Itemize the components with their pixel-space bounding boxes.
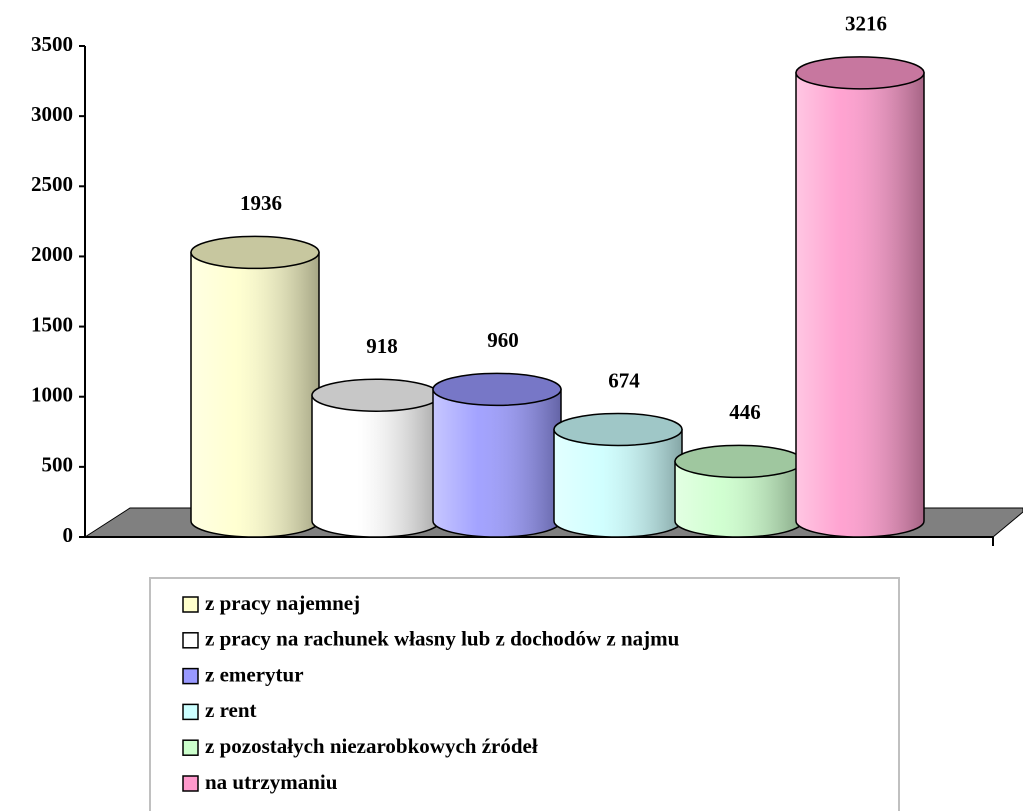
y-tick-label: 3500 [31,32,73,56]
data-label: 446 [729,400,761,424]
cylinder-top [312,379,440,412]
cylinder-top-shade [311,378,441,412]
cylinder [674,444,804,538]
legend-label: z pracy na rachunek własny lub z dochodó… [205,627,680,651]
legend-marker [182,596,199,613]
cylinder-top-shade [553,412,683,447]
cylinder-top [433,373,561,406]
legend-label: z emerytur [205,662,304,686]
legend-label: z rent [205,698,257,722]
legend-label: z pozostałych niezarobkowych źródeł [205,734,538,758]
y-tick-label: 2000 [31,242,73,266]
data-label: 3216 [845,12,887,36]
cylinder-top [191,236,319,269]
y-tick-label: 500 [42,453,74,477]
y-tick-label: 2500 [31,172,73,196]
data-label: 918 [366,334,398,358]
data-label: 674 [608,368,640,392]
y-tick-label: 1000 [31,383,73,407]
legend-marker [182,775,199,792]
y-tick-label: 0 [63,523,74,547]
cylinder [190,235,320,538]
y-tick-label: 1500 [31,312,73,336]
legend-marker [182,739,199,756]
legend-marker [182,667,199,685]
cylinder-top-shade [432,372,562,407]
cylinder [432,372,562,538]
cylinder-shade [311,394,441,538]
cylinder-top-shade [190,235,320,270]
cylinder-shade [432,388,562,538]
data-label: 960 [487,328,519,352]
legend-marker [182,632,199,649]
cylinder-top-shade [795,56,925,90]
cylinder-top-shade [674,444,804,479]
data-label: 1936 [240,191,282,215]
cylinder-shade [190,251,320,538]
legend-label: z pracy najemnej [205,591,360,615]
cylinder-shade [795,72,925,538]
cylinder [311,378,441,538]
cylinder-top [675,445,803,478]
y-tick-label: 3000 [31,102,73,126]
legend [149,577,900,811]
legend-marker [182,703,199,721]
cylinder [553,412,683,538]
cylinder-top [554,413,682,446]
cylinder-top [796,56,924,89]
legend-label: na utrzymaniu [205,770,338,794]
cylinder [795,56,925,538]
